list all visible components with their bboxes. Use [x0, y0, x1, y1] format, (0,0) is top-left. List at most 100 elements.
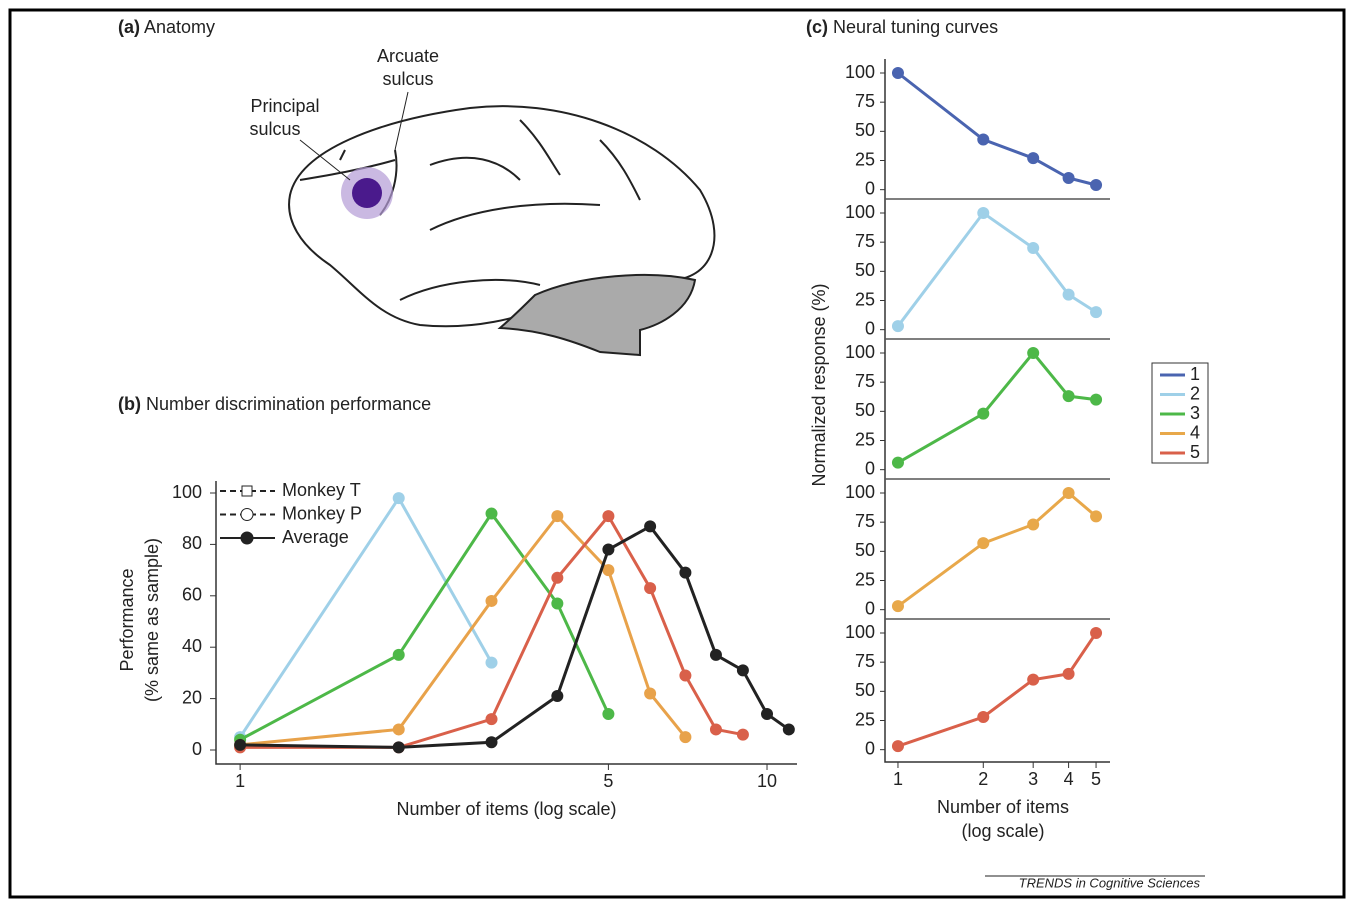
point	[392, 648, 405, 661]
point	[891, 67, 904, 79]
point	[891, 320, 904, 333]
legend-label: 4	[1190, 422, 1200, 442]
point	[392, 492, 405, 505]
panel-b-title: (b) Number discrimination performance	[118, 394, 431, 414]
point	[485, 713, 498, 726]
x-tick-label: 5	[1091, 769, 1101, 789]
point	[485, 594, 498, 607]
y-tick-label: 60	[182, 585, 202, 605]
y-tick-label: 40	[182, 636, 202, 656]
legend-marker	[240, 531, 254, 545]
region	[352, 178, 382, 208]
point	[551, 571, 564, 584]
point	[709, 648, 722, 661]
y-tick-label: 100	[845, 622, 875, 642]
y-tick-label: 100	[845, 482, 875, 502]
point	[485, 736, 498, 749]
label: Arcuate	[377, 46, 439, 66]
y-tick-label: 25	[855, 149, 875, 169]
point	[977, 711, 990, 723]
y-tick-label: 50	[855, 120, 875, 140]
x-axis-label: Number of items	[937, 797, 1069, 817]
y-axis-label: Performance	[117, 568, 137, 671]
point	[551, 597, 564, 610]
y-tick-label: 50	[855, 260, 875, 280]
point	[1062, 667, 1075, 680]
point	[977, 407, 990, 420]
x-axis-label: Number of items (log scale)	[396, 799, 616, 819]
y-tick-label: 25	[855, 569, 875, 589]
point	[977, 537, 990, 550]
x-tick-label: 10	[757, 771, 777, 791]
legend-label: 5	[1190, 442, 1200, 462]
point	[392, 741, 405, 754]
point	[1090, 627, 1103, 639]
point	[602, 543, 615, 556]
axis	[884, 59, 1110, 763]
y-tick-label: 25	[855, 429, 875, 449]
point	[761, 708, 774, 721]
point	[891, 600, 904, 613]
point	[1027, 242, 1040, 254]
y-tick-label: 100	[172, 482, 202, 502]
x-tick-label: 2	[978, 769, 988, 789]
point	[1062, 487, 1075, 499]
panel-a-title: (a) Anatomy	[118, 17, 215, 37]
x-tick-label: 4	[1064, 769, 1074, 789]
y-tick-label: 0	[865, 598, 875, 618]
point	[644, 582, 657, 595]
y-tick-label: 75	[855, 511, 875, 531]
point	[1062, 390, 1075, 403]
point	[1090, 306, 1103, 319]
point	[234, 738, 247, 751]
legend-label: Average	[282, 527, 349, 547]
point	[644, 687, 657, 700]
legend-label: 2	[1190, 383, 1200, 403]
y-tick-label: 0	[192, 739, 202, 759]
legend-label: 3	[1190, 403, 1200, 423]
point	[1090, 179, 1103, 191]
point	[551, 690, 564, 703]
point	[1090, 393, 1103, 406]
point	[602, 510, 615, 523]
credit: TRENDS in Cognitive Sciences	[1019, 875, 1201, 890]
point	[1027, 152, 1040, 165]
legend-box	[1151, 362, 1209, 464]
point	[392, 723, 405, 736]
pointer	[299, 139, 351, 181]
panel-c-title: (c) Neural tuning curves	[806, 17, 998, 37]
y-tick-label: 75	[855, 231, 875, 251]
legend-label: 1	[1190, 364, 1200, 384]
legend-marker	[240, 508, 254, 521]
y-axis-label: (% same as sample)	[142, 538, 162, 702]
point	[1027, 673, 1040, 686]
legend-marker	[241, 485, 253, 497]
pointer	[394, 91, 409, 151]
point	[1027, 347, 1040, 359]
point	[1062, 288, 1075, 301]
y-tick-label: 100	[845, 62, 875, 82]
point	[891, 740, 904, 753]
point	[602, 564, 615, 577]
point	[485, 507, 498, 520]
point	[891, 456, 904, 469]
x-tick-label: 3	[1028, 769, 1038, 789]
y-axis-label: Normalized response (%)	[809, 283, 829, 486]
y-tick-label: 50	[855, 400, 875, 420]
frame	[8, 8, 1346, 899]
brain	[288, 105, 716, 357]
y-tick-label: 0	[865, 738, 875, 758]
point	[1062, 172, 1075, 184]
y-tick-label: 0	[865, 318, 875, 338]
legend-label: Monkey T	[282, 480, 361, 500]
x-tick-label: 1	[235, 771, 245, 791]
point	[679, 669, 692, 682]
y-tick-label: 50	[855, 540, 875, 560]
y-tick-label: 50	[855, 680, 875, 700]
x-axis-label: (log scale)	[961, 821, 1044, 841]
point	[551, 510, 564, 523]
y-tick-label: 75	[855, 651, 875, 671]
x-tick-label: 1	[893, 769, 903, 789]
y-tick-label: 75	[855, 91, 875, 111]
point	[679, 731, 692, 744]
